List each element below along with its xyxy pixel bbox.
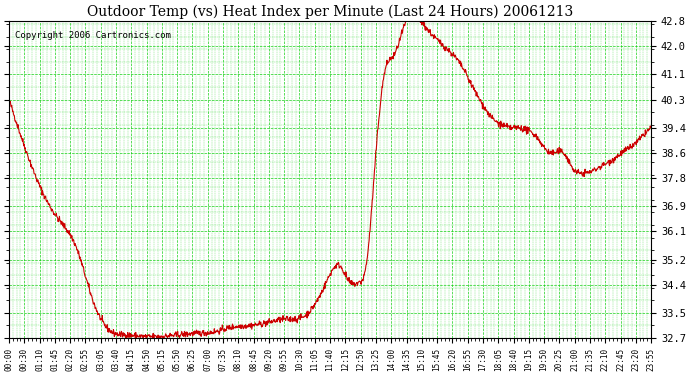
Title: Outdoor Temp (vs) Heat Index per Minute (Last 24 Hours) 20061213: Outdoor Temp (vs) Heat Index per Minute … xyxy=(87,4,573,18)
Text: Copyright 2006 Cartronics.com: Copyright 2006 Cartronics.com xyxy=(15,31,171,40)
